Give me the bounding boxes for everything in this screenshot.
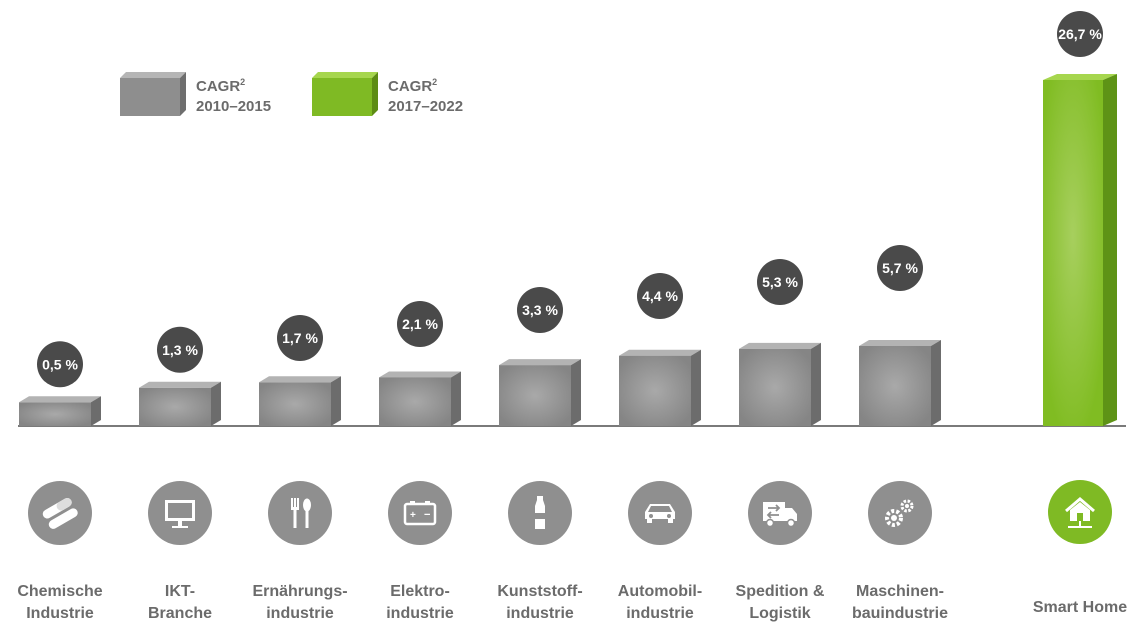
bar-face-4 xyxy=(379,377,451,426)
bar-5 xyxy=(499,359,581,426)
value-label-3: 1,7 % xyxy=(282,330,318,346)
value-badge-circle-3 xyxy=(277,315,323,361)
bar-face-7 xyxy=(739,348,811,426)
value-badge-9: 26,7 % xyxy=(1057,11,1103,57)
bar-face-5 xyxy=(499,365,571,426)
value-badge-8: 5,7 % xyxy=(877,245,923,291)
category-label-8: Maschinen- bauindustrie xyxy=(851,583,948,622)
value-badge-3: 1,7 % xyxy=(277,315,323,361)
bar-top-2 xyxy=(139,381,221,388)
value-badge-circle-8 xyxy=(877,245,923,291)
category-label-1: Chemische Industrie xyxy=(17,583,103,622)
car-icon xyxy=(628,481,692,545)
value-label-7: 5,3 % xyxy=(762,274,798,290)
bar-top-6 xyxy=(619,349,701,356)
fork-spoon-icon xyxy=(268,481,332,545)
svg-text:−: − xyxy=(424,509,430,521)
value-badge-4: 2,1 % xyxy=(397,301,443,347)
value-badge-2: 1,3 % xyxy=(157,326,203,373)
bar-face-9 xyxy=(1043,80,1103,426)
legend-sup-a: 2 xyxy=(240,77,246,87)
bar-side-6 xyxy=(691,349,701,426)
plot-area: 0,5 % 1,3 % 1,7 % 2,1 % 3,3 % 4,4 % 5,3 % 5,7 %… xyxy=(18,11,1126,427)
bar-1 xyxy=(19,396,101,426)
category-label-9: Smart Home xyxy=(1032,599,1128,616)
bar-side-7 xyxy=(811,342,821,426)
bar-8 xyxy=(859,340,941,426)
bar-face-2 xyxy=(139,387,211,426)
value-badge-circle-9 xyxy=(1057,11,1103,57)
bar-top-7 xyxy=(739,342,821,349)
bar-3 xyxy=(259,376,341,426)
bar-top-9 xyxy=(1043,74,1117,80)
bar-6 xyxy=(619,349,701,426)
category-label-5: Kunststoff- industrie xyxy=(497,583,583,622)
value-badge-7: 5,3 % xyxy=(757,259,803,305)
category-label-2: IKT- Branche xyxy=(147,583,213,622)
truck-icon xyxy=(748,481,812,545)
value-badge-circle-2 xyxy=(157,326,203,373)
value-badge-circle-1 xyxy=(37,341,83,388)
battery-icon: + − xyxy=(388,481,452,545)
legend-label-a: CAGR xyxy=(196,78,241,95)
value-label-8: 5,7 % xyxy=(882,260,918,276)
bar-side-3 xyxy=(331,376,341,426)
bar-face-6 xyxy=(619,355,691,426)
bar-side-4 xyxy=(451,371,461,426)
value-badge-circle-6 xyxy=(637,273,683,319)
legend-swatch-gray xyxy=(120,72,186,116)
value-label-1: 0,5 % xyxy=(42,356,78,372)
value-badge-6: 4,4 % xyxy=(637,273,683,319)
bar-side-5 xyxy=(571,359,581,426)
legend-period-b: 2017–2022 xyxy=(388,98,464,115)
category-label-4: Elektro- industrie xyxy=(386,583,454,622)
bar-face-3 xyxy=(259,382,331,426)
bar-top-5 xyxy=(499,359,581,366)
bottle-icon xyxy=(508,481,572,545)
value-badge-circle-7 xyxy=(757,259,803,305)
svg-text:+: + xyxy=(410,510,416,521)
bar-side-2 xyxy=(211,381,221,426)
bar-4 xyxy=(379,371,461,426)
legend-item-2017-2022: CAGR2 2017–2022 xyxy=(312,72,463,117)
gears-icon xyxy=(868,481,932,545)
legend-period-a: 2010–2015 xyxy=(196,98,272,115)
bar-top-4 xyxy=(379,371,461,378)
bar-side-1 xyxy=(91,396,101,426)
legend-item-2010-2015: CAGR2 2010–2015 xyxy=(120,72,271,117)
category-label-3: Ernährungs- industrie xyxy=(252,583,348,622)
legend-sup-b: 2 xyxy=(432,77,438,87)
value-label-5: 3,3 % xyxy=(522,302,558,318)
bar-top-3 xyxy=(259,376,341,383)
bar-2 xyxy=(139,381,221,426)
bar-face-1 xyxy=(19,402,91,426)
category-label-6: Automobil- industrie xyxy=(617,583,703,622)
smart-home-icon xyxy=(1048,480,1112,544)
value-badge-circle-4 xyxy=(397,301,443,347)
value-badge-circle-5 xyxy=(517,287,563,333)
value-badge-1: 0,5 % xyxy=(37,341,83,388)
legend-label-b: CAGR xyxy=(388,78,433,95)
value-label-4: 2,1 % xyxy=(402,316,438,332)
value-label-2: 1,3 % xyxy=(162,342,198,358)
monitor-icon xyxy=(148,481,212,545)
value-label-6: 4,4 % xyxy=(642,288,678,304)
bar-side-8 xyxy=(931,340,941,426)
legend-swatch-green xyxy=(312,72,378,116)
bar-top-8 xyxy=(859,340,941,346)
bar-face-8 xyxy=(859,346,931,426)
bar-side-9 xyxy=(1103,74,1117,426)
bar-9 xyxy=(1043,74,1117,426)
bar-7 xyxy=(739,342,821,426)
value-label-9: 26,7 % xyxy=(1058,26,1102,42)
value-badge-5: 3,3 % xyxy=(517,287,563,333)
bar-top-1 xyxy=(19,396,101,403)
category-label-7: Spedition & Logistik xyxy=(735,583,825,622)
pills-icon xyxy=(28,481,92,545)
